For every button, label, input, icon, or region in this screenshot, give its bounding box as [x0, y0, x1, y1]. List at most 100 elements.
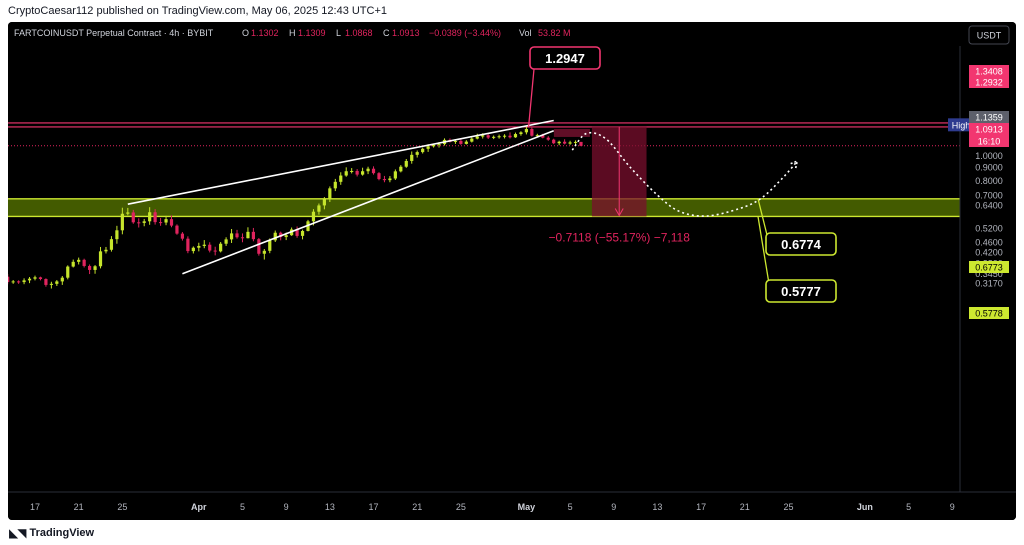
candle-body-73 [388, 178, 392, 181]
price-tag-1 [969, 65, 1009, 77]
candle-body-38 [197, 245, 201, 248]
candle-body-54 [284, 235, 288, 238]
candle-body-23 [115, 230, 119, 240]
candle-body-16 [77, 259, 81, 262]
callout-box-3 [765, 279, 837, 303]
candle-body-15 [71, 261, 75, 267]
x-tick-label-18: Jun [857, 502, 873, 512]
callout-leader-1 [527, 68, 535, 127]
y-tick-label-3: 0.9000 [975, 163, 1003, 173]
tradingview-logo[interactable]: ◣◥ TradingView [9, 526, 94, 540]
candle-body-28 [142, 221, 146, 223]
candle-body-45 [235, 233, 239, 238]
chart-frame[interactable]: FARTCOINUSDT Perpetual Contract · 4h · B… [8, 22, 1016, 520]
callout-label-2: 0.6774 [781, 237, 822, 252]
x-tick-label-5: 5 [240, 502, 245, 512]
candle-body-41 [213, 250, 217, 252]
x-tick-label-19: 5 [906, 502, 911, 512]
candle-body-91 [486, 135, 490, 138]
y-tick-label-11: 0.3450 [975, 269, 1003, 279]
price-chart[interactable]: FARTCOINUSDT Perpetual Contract · 4h · B… [8, 22, 1016, 520]
x-tick-label-17: 25 [783, 502, 793, 512]
candle-body-93 [497, 136, 501, 138]
candle-body-78 [415, 152, 419, 155]
candle-body-35 [180, 233, 185, 239]
vol-label: Vol [519, 28, 532, 38]
candle-body-18 [88, 265, 92, 270]
candle-body-20 [98, 251, 103, 267]
candle-body-94 [502, 135, 507, 137]
currency-button-label[interactable]: USDT [977, 31, 1002, 41]
candle-body-5 [17, 281, 21, 283]
candle-body-77 [410, 154, 414, 161]
candle-body-70 [371, 168, 376, 174]
price-tag-label-1: 1.3408 [975, 67, 1003, 77]
candle-body-68 [361, 171, 365, 175]
candle-body-104 [557, 141, 561, 144]
candle-body-86 [459, 140, 463, 144]
price-tag-7 [969, 307, 1009, 319]
candle-body-30 [153, 212, 157, 223]
candle-body-105 [563, 141, 567, 144]
callout-box-2 [765, 232, 837, 256]
candle-body-42 [219, 243, 223, 252]
candle-body-21 [104, 249, 108, 252]
callout-label-1: 1.2947 [545, 51, 585, 66]
price-tag-label-2: 1.2932 [975, 78, 1003, 88]
candle-body-95 [508, 135, 512, 138]
candle-body-96 [513, 134, 518, 138]
candle-body-43 [224, 239, 228, 244]
measure-box-top-tab [553, 128, 590, 137]
candle-body-24 [120, 213, 124, 231]
candle-body-52 [273, 232, 277, 241]
candle-body-51 [268, 240, 272, 251]
x-tick-label-2: 21 [74, 502, 84, 512]
price-tag-label-6: 0.6773 [975, 263, 1003, 273]
candle-body-90 [481, 135, 485, 137]
candle-body-33 [169, 219, 174, 226]
candle-body-100 [535, 135, 539, 137]
open-label: O [242, 28, 249, 38]
y-tick-label-5: 0.7000 [975, 191, 1003, 201]
support-zone [8, 198, 960, 217]
candle-body-3 [8, 276, 10, 283]
candle-body-32 [164, 219, 168, 223]
candle-body-63 [333, 181, 337, 189]
currency-button[interactable] [968, 25, 1010, 45]
candle-body-57 [300, 230, 305, 236]
high-value: 1.1309 [298, 28, 326, 38]
price-tag-5 [969, 135, 1009, 147]
candle-body-87 [464, 141, 468, 144]
tradingview-brand: TradingView [29, 527, 95, 539]
candle-body-7 [27, 278, 32, 281]
candle-body-37 [191, 247, 195, 252]
projected-path [571, 131, 798, 217]
x-tick-label-12: 5 [568, 502, 573, 512]
y-tick-label-9: 0.4200 [975, 247, 1003, 257]
candle-body-108 [579, 141, 583, 146]
candle-body-8 [33, 277, 37, 279]
high-tag [948, 118, 974, 132]
measure-arrow-head [614, 208, 624, 217]
candle-body-82 [437, 144, 441, 146]
low-label: L [336, 28, 341, 38]
candle-body-11 [49, 283, 53, 285]
close-value: 1.0913 [392, 28, 420, 38]
price-tag-label-4: 1.0913 [975, 125, 1003, 135]
open-value: 1.1302 [251, 28, 279, 38]
wedge-upper-line [127, 119, 554, 206]
candle-body-27 [137, 222, 141, 224]
y-tick-label-7: 0.5200 [975, 224, 1003, 234]
tradingview-logo-icon: ◣◥ [9, 526, 26, 540]
candle-body-107 [573, 141, 578, 143]
y-tick-label-8: 0.4600 [975, 237, 1003, 247]
candle-body-103 [552, 139, 556, 144]
x-tick-label-15: 17 [696, 502, 706, 512]
chart-background [8, 22, 1016, 520]
candle-body-48 [251, 231, 255, 240]
candle-body-76 [404, 160, 408, 167]
measure-label: −0.7118 (−55.17%) −7,118 [549, 230, 691, 244]
candle-body-88 [470, 138, 474, 142]
candle-body-49 [257, 239, 261, 254]
candle-body-29 [148, 212, 152, 222]
